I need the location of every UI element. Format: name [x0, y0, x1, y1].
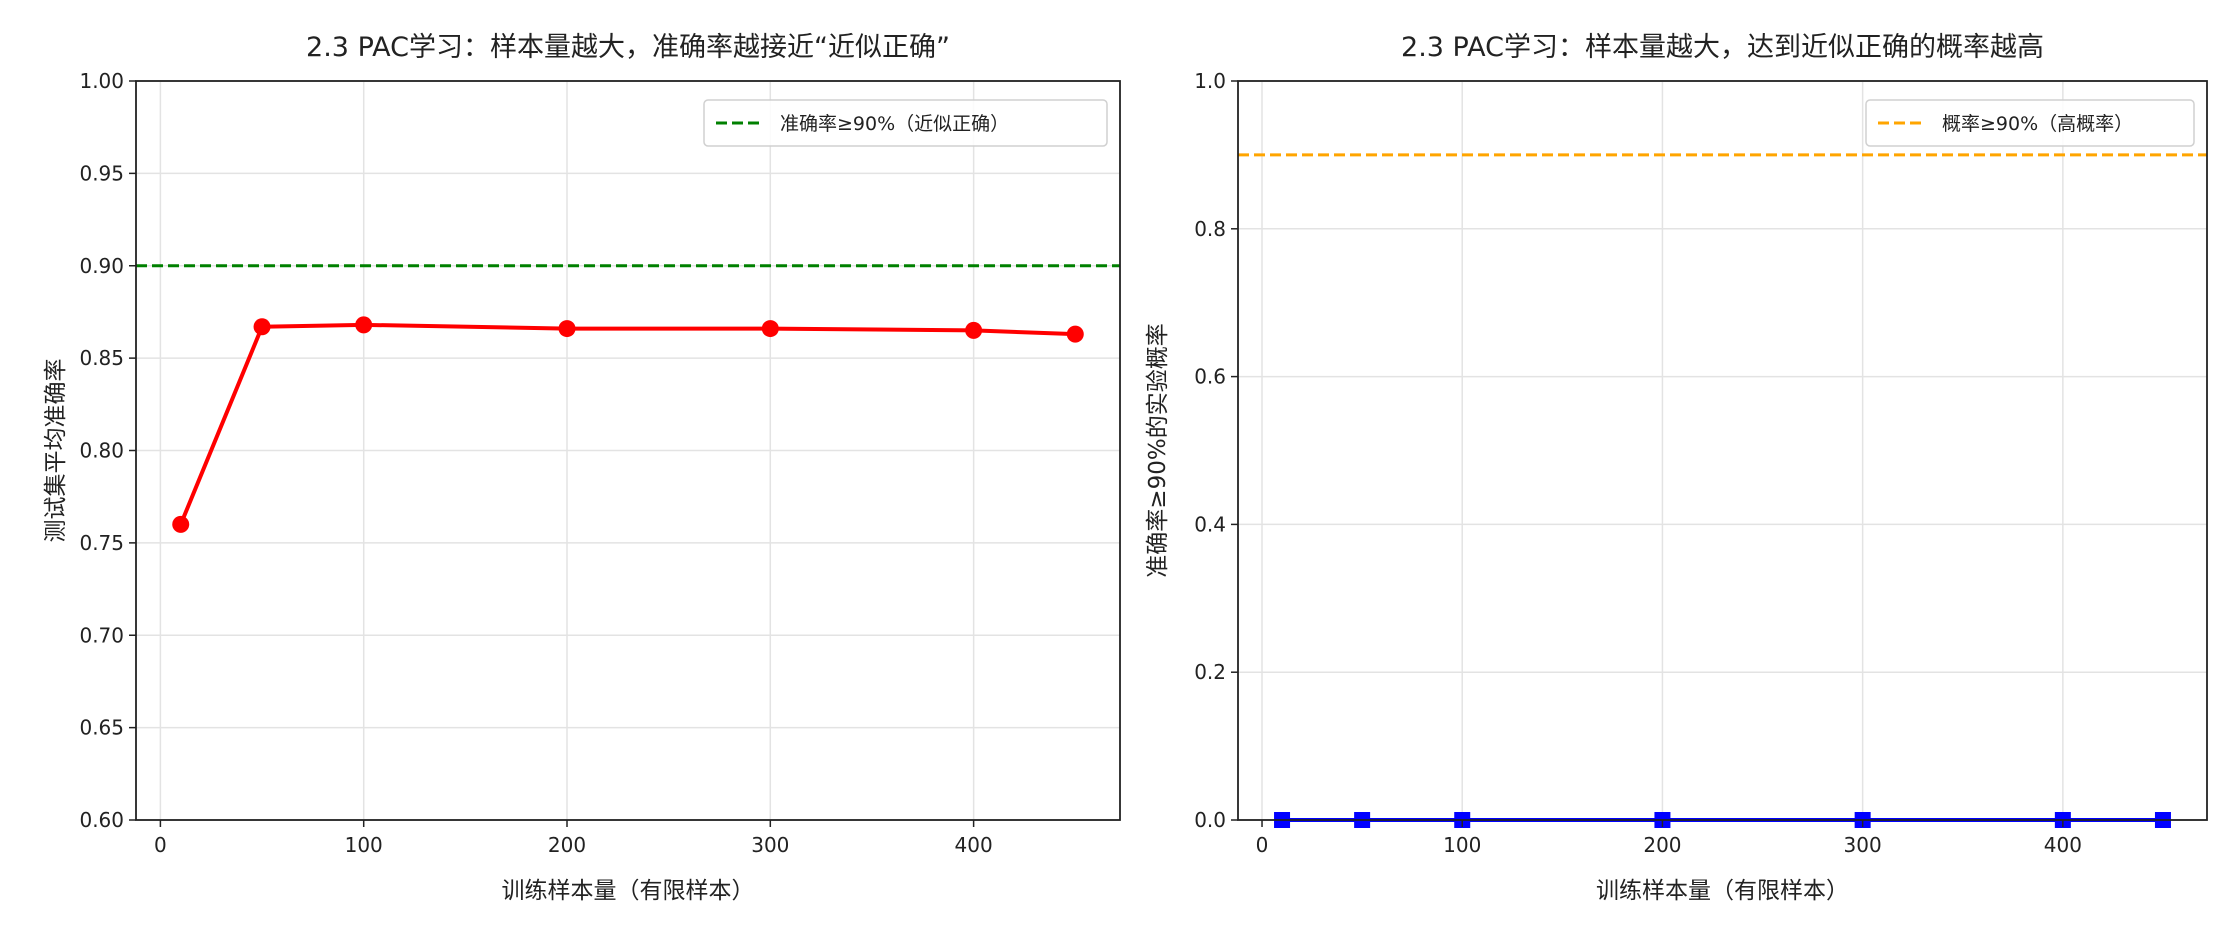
- x-tick-label: 0: [1256, 833, 1269, 857]
- x-axis-label: 训练样本量（有限样本）: [502, 878, 755, 904]
- y-tick-label: 0.70: [79, 623, 124, 647]
- y-tick-label: 0.60: [79, 808, 124, 832]
- x-tick-label: 400: [955, 833, 993, 857]
- x-tick-label: 200: [1643, 833, 1681, 857]
- y-tick-label: 0.6: [1194, 365, 1226, 389]
- data-point: [253, 318, 271, 336]
- x-tick-label: 300: [1844, 833, 1882, 857]
- x-tick-label: 100: [1443, 833, 1481, 857]
- data-point: [965, 321, 983, 339]
- x-axis-label: 训练样本量（有限样本）: [1596, 878, 1849, 904]
- data-point: [355, 316, 373, 334]
- y-tick-label: 1.0: [1194, 69, 1226, 93]
- data-point: [761, 320, 779, 338]
- y-tick-label: 0.95: [79, 161, 124, 185]
- x-tick-label: 0: [154, 833, 167, 857]
- y-tick-label: 0.4: [1194, 512, 1226, 536]
- y-tick-label: 0.65: [79, 716, 124, 740]
- legend-box: [1865, 99, 2195, 147]
- legend-box: [703, 99, 1108, 147]
- y-tick-label: 0.75: [79, 531, 124, 555]
- chart-panel-1: 0 100 200 300 400 0.60 0.65 0.70 0.75 0.80 0.85 0.9…: [43, 32, 1121, 904]
- legend: 概率≥90%（高概率）: [1865, 99, 2195, 147]
- data-point: [172, 515, 190, 533]
- legend-label: 概率≥90%（高概率）: [1942, 113, 2133, 135]
- legend-label: 准确率≥90%（近似正确）: [780, 113, 1009, 135]
- x-tick-label: 400: [2044, 833, 2082, 857]
- y-tick-label: 0.0: [1194, 808, 1226, 832]
- y-tick-label: 1.00: [79, 69, 124, 93]
- y-tick-label: 0.90: [79, 254, 124, 278]
- chart-panel-2: 0 100 200 300 400 0.0 0.2 0.4 0.6 0.8 1.0 2.3 PAC学习…: [1145, 32, 2208, 904]
- data-point: [1066, 325, 1084, 343]
- data-point: [558, 320, 576, 338]
- y-tick-label: 0.2: [1194, 660, 1226, 684]
- y-tick-label: 0.80: [79, 439, 124, 463]
- chart-title: 2.3 PAC学习：样本量越大，准确率越接近“近似正确”: [306, 32, 950, 63]
- y-tick-label: 0.85: [79, 346, 124, 370]
- axes-frame: [1237, 80, 2208, 821]
- legend: 准确率≥90%（近似正确）: [703, 99, 1108, 147]
- x-tick-label: 200: [548, 833, 586, 857]
- y-tick-label: 0.8: [1194, 217, 1226, 241]
- chart-title: 2.3 PAC学习：样本量越大，达到近似正确的概率越高: [1401, 32, 2044, 63]
- x-tick-label: 100: [345, 833, 383, 857]
- series-line: [178, 322, 1076, 526]
- y-axis-label: 准确率≥90%的实验概率: [1145, 323, 1171, 577]
- y-axis-label: 测试集平均准确率: [43, 359, 69, 543]
- x-tick-label: 300: [751, 833, 789, 857]
